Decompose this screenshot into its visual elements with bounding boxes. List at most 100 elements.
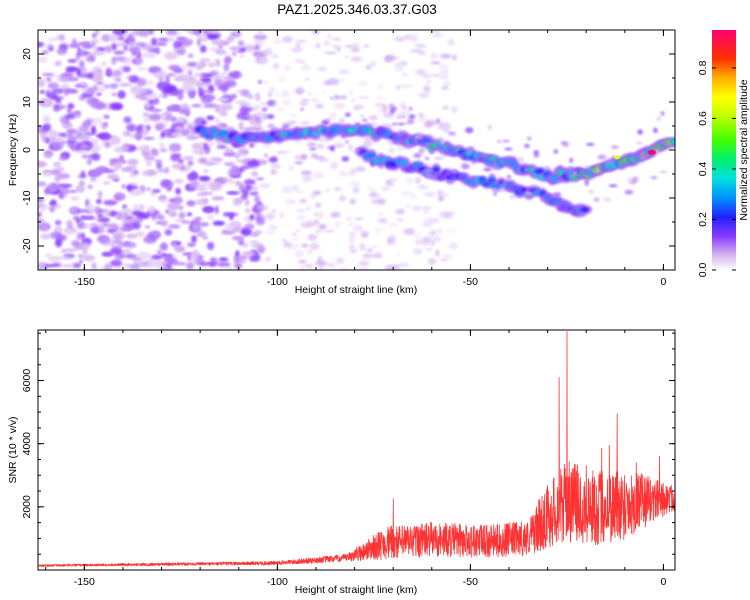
noise-blob xyxy=(392,122,398,126)
noise-blob xyxy=(251,166,259,169)
noise-blob xyxy=(92,39,101,43)
noise-blob xyxy=(406,177,414,184)
x-tick-label: -100 xyxy=(267,276,288,288)
noise-blob xyxy=(324,51,337,55)
noise-blob xyxy=(186,212,193,217)
noise-blob xyxy=(119,249,132,255)
x-tick-label: -100 xyxy=(267,576,288,588)
noise-blob xyxy=(301,243,308,248)
noise-blob xyxy=(207,142,215,147)
noise-blob xyxy=(327,78,340,86)
noise-blob xyxy=(68,190,77,193)
noise-blob xyxy=(215,117,221,124)
noise-blob xyxy=(121,208,133,215)
noise-blob xyxy=(165,30,178,36)
noise-blob xyxy=(49,206,55,213)
noise-blob xyxy=(76,232,82,241)
noise-blob xyxy=(483,167,493,172)
noise-blob xyxy=(96,80,104,85)
noise-blob xyxy=(525,191,533,196)
noise-blob xyxy=(218,257,229,262)
noise-blob xyxy=(629,179,637,185)
noise-blob xyxy=(177,49,185,55)
noise-blob xyxy=(50,142,64,151)
noise-blob xyxy=(54,238,63,248)
noise-blob xyxy=(81,41,92,48)
noise-blob xyxy=(184,85,196,92)
noise-blob xyxy=(96,167,109,174)
noise-blob xyxy=(41,224,48,231)
noise-blob xyxy=(45,136,50,144)
noise-blob xyxy=(131,210,143,217)
noise-blob xyxy=(271,127,278,132)
noise-blob xyxy=(294,243,299,249)
noise-blob xyxy=(239,103,251,107)
noise-blob xyxy=(152,189,161,193)
noise-blob xyxy=(81,154,89,159)
noise-blob xyxy=(136,77,147,87)
spectrogram-x-label: Height of straight line (km) xyxy=(295,284,418,296)
noise-blob xyxy=(388,142,394,148)
noise-blob xyxy=(147,30,155,35)
y-tick-label: 6000 xyxy=(21,369,33,393)
noise-blob xyxy=(204,207,214,212)
noise-blob xyxy=(46,77,52,82)
noise-blob xyxy=(41,50,49,55)
noise-blob xyxy=(173,40,183,49)
noise-blob xyxy=(246,160,260,168)
noise-blob xyxy=(268,100,277,105)
noise-blob xyxy=(136,51,142,59)
y-tick-label: -20 xyxy=(21,238,33,253)
noise-blob xyxy=(309,242,320,250)
noise-blob xyxy=(92,32,97,39)
noise-blob xyxy=(211,70,219,77)
noise-blob xyxy=(277,107,285,113)
noise-blob xyxy=(527,136,532,141)
noise-blob xyxy=(428,217,440,224)
noise-blob xyxy=(90,227,100,234)
noise-blob xyxy=(97,190,103,199)
noise-blob xyxy=(73,216,80,220)
noise-blob xyxy=(396,84,401,91)
noise-blob xyxy=(173,196,184,205)
noise-blob xyxy=(430,30,441,34)
noise-blob xyxy=(131,52,138,56)
noise-blob xyxy=(294,250,304,258)
noise-blob xyxy=(38,56,48,63)
noise-blob xyxy=(584,179,589,186)
noise-blob xyxy=(61,123,72,127)
noise-blob xyxy=(398,115,407,119)
noise-blob xyxy=(195,198,209,206)
noise-blob xyxy=(76,209,90,213)
noise-blob xyxy=(413,232,422,240)
noise-blob xyxy=(154,70,167,79)
noise-blob xyxy=(150,53,157,58)
noise-blob xyxy=(216,145,228,149)
noise-blob xyxy=(115,42,128,47)
noise-blob xyxy=(238,183,246,190)
noise-blob xyxy=(92,47,100,52)
noise-blob xyxy=(409,49,422,53)
noise-blob xyxy=(178,211,186,220)
noise-blob xyxy=(180,38,194,46)
noise-blob xyxy=(116,267,122,270)
noise-blob xyxy=(368,115,378,121)
noise-blob xyxy=(54,219,62,226)
noise-blob xyxy=(54,60,62,66)
noise-blob xyxy=(137,251,151,261)
noise-blob xyxy=(597,154,607,160)
noise-blob xyxy=(206,261,215,266)
noise-blob xyxy=(212,220,225,226)
noise-blob xyxy=(338,77,346,83)
noise-blob xyxy=(654,149,660,155)
noise-blob xyxy=(164,167,170,174)
noise-blob xyxy=(197,134,206,138)
noise-blob xyxy=(160,113,167,120)
noise-blob xyxy=(289,113,298,118)
noise-blob xyxy=(338,117,345,125)
noise-blob xyxy=(236,159,246,163)
noise-blob xyxy=(63,88,69,97)
noise-blob xyxy=(208,182,222,191)
noise-blob xyxy=(442,254,453,260)
noise-blob xyxy=(345,140,349,144)
